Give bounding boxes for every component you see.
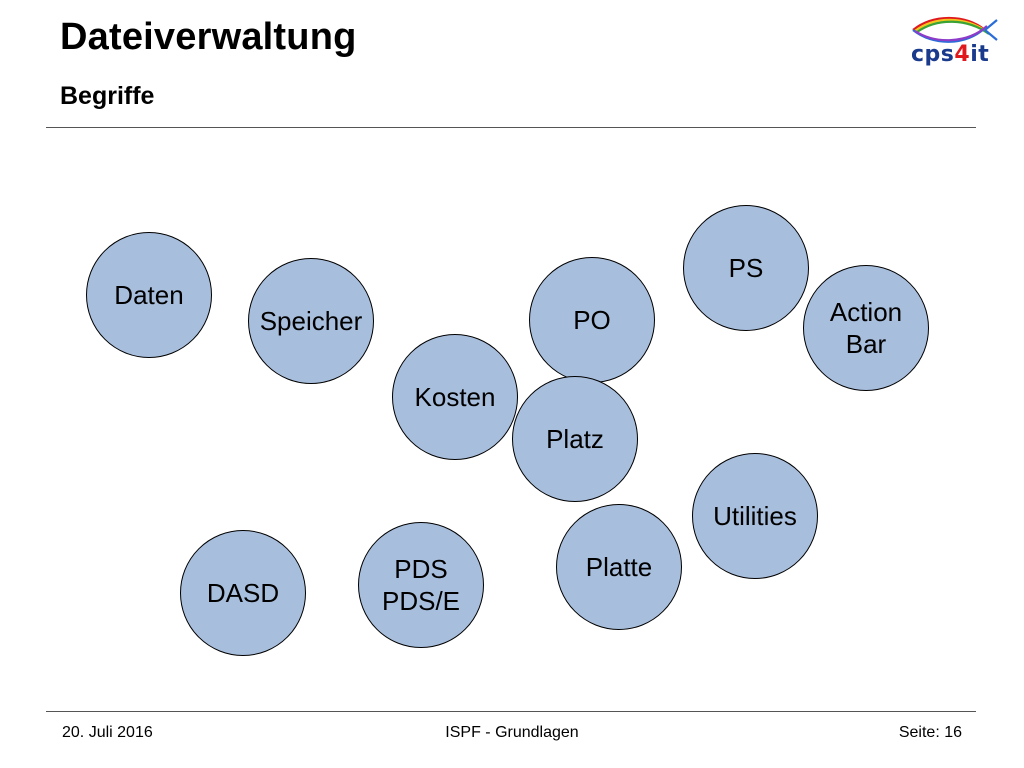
cps4it-logo: cps4it (905, 16, 1001, 72)
term-label: DASD (206, 578, 280, 608)
logo-text-cps: cps (911, 42, 955, 67)
term-label: PO (573, 305, 611, 335)
term-circle-kosten: Kosten (392, 334, 518, 460)
term-label: Utilities (713, 501, 797, 531)
footer-course-title: ISPF - Grundlagen (445, 724, 579, 741)
header-divider (46, 127, 976, 128)
term-circle-dasd: DASD (180, 530, 306, 656)
term-circle-platte: Platte (556, 504, 682, 630)
slide-subtitle: Begriffe (60, 82, 155, 110)
slide-title: Dateiverwaltung (60, 16, 357, 58)
term-label: Kosten (414, 382, 496, 412)
term-circle-utilities: Utilities (692, 453, 818, 579)
footer-page-number: Seite: 16 (898, 724, 962, 741)
footer-divider (46, 711, 976, 712)
term-circle-daten: Daten (86, 232, 212, 358)
term-circle-speicher: Speicher (248, 258, 374, 384)
term-circle-action-bar: Action Bar (803, 265, 929, 391)
fish-logo-icon (912, 16, 998, 43)
term-circle-po: PO (529, 257, 655, 383)
term-label: Platte (585, 552, 653, 582)
term-label: PS (728, 253, 764, 283)
term-label: Platz (546, 424, 604, 454)
term-label: Action Bar (829, 297, 903, 359)
term-circle-ps: PS (683, 205, 809, 331)
logo-text: cps4it (911, 42, 989, 68)
term-circle-platz: Platz (512, 376, 638, 502)
logo-text-4: 4 (954, 42, 971, 67)
term-label: PDS PDS/E (381, 554, 461, 616)
term-label: Speicher (259, 306, 363, 336)
term-circle-pds: PDS PDS/E (358, 522, 484, 648)
term-label: Daten (114, 280, 184, 310)
footer-date: 20. Juli 2016 (62, 724, 153, 741)
logo-text-it: it (970, 42, 990, 67)
